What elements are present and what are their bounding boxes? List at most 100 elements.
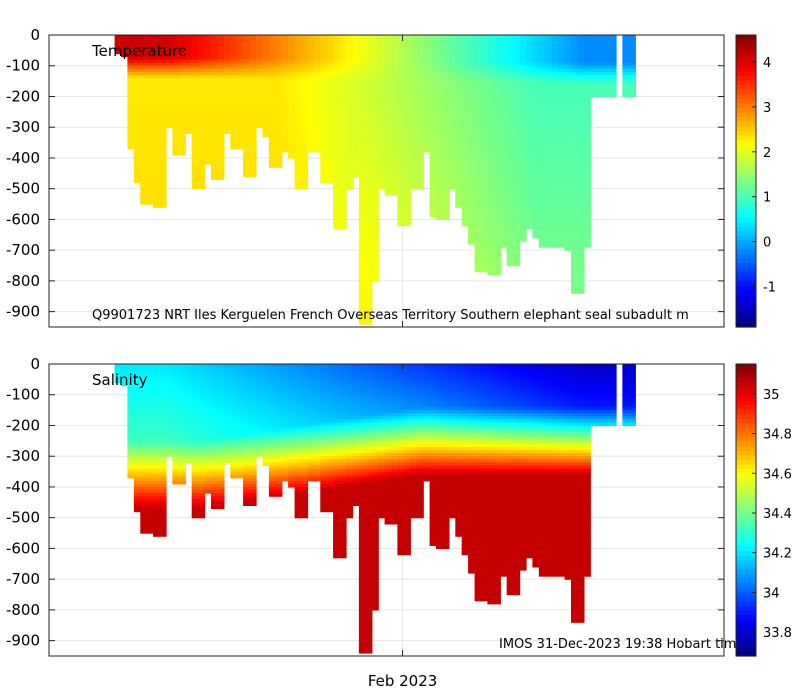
profile-cell xyxy=(603,50,617,55)
profile-cell xyxy=(333,204,347,208)
profile-cell xyxy=(603,35,617,39)
profile-cell xyxy=(410,173,424,177)
profile-cell xyxy=(191,108,206,113)
profile-cell xyxy=(571,284,585,288)
profile-cell xyxy=(333,219,347,224)
profile-cell xyxy=(410,179,424,184)
y-tick-label: 0 xyxy=(30,26,40,44)
colorbar-swatch xyxy=(736,199,756,205)
profile-cell xyxy=(243,164,257,168)
profile-cell xyxy=(294,514,309,519)
profile-cell xyxy=(294,167,309,171)
profile-cell xyxy=(622,41,636,45)
profile-cell xyxy=(268,486,283,491)
profile-cell xyxy=(211,450,225,454)
profile-cell xyxy=(571,280,585,285)
profile-cell xyxy=(365,201,379,205)
profile-cell xyxy=(577,121,591,125)
profile-cell xyxy=(577,133,591,138)
profile-cell xyxy=(622,84,636,88)
profile-cell xyxy=(140,490,154,494)
y-tick-label: -100 xyxy=(6,57,40,75)
profile-cell xyxy=(140,194,154,199)
profile-cell xyxy=(243,468,257,473)
profile-cell xyxy=(153,164,167,168)
profile-cell xyxy=(365,253,379,257)
profile-cell xyxy=(172,142,186,147)
y-tick-label: -900 xyxy=(6,303,40,321)
temperature-annotation: Q9901723 NRT Iles Kerguelen French Overs… xyxy=(92,308,689,323)
profile-cell xyxy=(436,197,450,202)
profile-cell xyxy=(159,443,174,448)
profile-cell xyxy=(622,44,636,48)
profile-cell xyxy=(191,468,206,473)
profile-cell xyxy=(153,185,167,190)
profile-cell xyxy=(622,62,636,67)
profile-cell xyxy=(294,176,309,181)
profile-cell xyxy=(140,176,154,181)
profile-cell xyxy=(211,496,225,500)
profile-cell xyxy=(365,197,379,202)
profile-cell xyxy=(191,182,206,187)
profile-cell xyxy=(410,151,424,156)
profile-cell xyxy=(249,111,264,116)
profile-cell xyxy=(538,222,553,227)
profile-cell xyxy=(519,219,534,224)
profile-cell xyxy=(538,216,553,220)
profile-cell xyxy=(153,459,167,463)
profile-cell xyxy=(333,197,347,202)
colorbar-swatch xyxy=(736,290,756,296)
profile-cell xyxy=(191,508,206,513)
profile-cell xyxy=(191,170,206,174)
profile-cell xyxy=(538,201,553,205)
profile-cell xyxy=(159,450,174,454)
profile-cell xyxy=(172,133,186,138)
profile-cell xyxy=(538,197,553,202)
profile-cell xyxy=(294,502,309,506)
profile-cell xyxy=(230,136,244,141)
profile-cell xyxy=(577,219,591,224)
profile-cell xyxy=(153,136,167,141)
profile-cell xyxy=(140,508,154,513)
profile-cell xyxy=(571,274,585,279)
profile-cell xyxy=(268,164,283,168)
profile-cell xyxy=(506,256,521,260)
profile-cell xyxy=(442,182,456,187)
profile-cell xyxy=(153,486,167,491)
profile-cell xyxy=(294,157,309,162)
profile-cell xyxy=(577,151,591,156)
profile-cell xyxy=(358,287,373,291)
profile-cell xyxy=(333,194,347,199)
colorbar-swatch xyxy=(736,231,756,237)
profile-cell xyxy=(538,213,553,217)
profile-cell xyxy=(577,154,591,159)
profile-cell xyxy=(153,499,167,503)
profile-cell xyxy=(571,265,585,270)
y-tick-label: -800 xyxy=(6,272,40,290)
profile-cell xyxy=(191,499,206,503)
profile-cell xyxy=(140,167,154,171)
profile-cell xyxy=(577,127,591,131)
profile-cell xyxy=(211,176,225,181)
profile-cell xyxy=(294,148,309,153)
profile-cell xyxy=(577,188,591,193)
profile-cell xyxy=(622,35,636,39)
profile-cell xyxy=(603,93,617,98)
profile-cell xyxy=(159,437,174,442)
profile-cell xyxy=(243,139,257,144)
profile-cell xyxy=(211,133,225,138)
profile-cell xyxy=(159,447,174,451)
profile-cell xyxy=(191,496,206,500)
profile-cell xyxy=(603,59,617,64)
profile-cell xyxy=(577,182,591,187)
profile-cell xyxy=(410,164,424,168)
profile-cell xyxy=(365,179,379,184)
profile-cell xyxy=(493,231,508,236)
profile-cell xyxy=(603,81,617,85)
profile-cell xyxy=(416,136,431,141)
profile-cell xyxy=(243,133,257,138)
profile-cell xyxy=(384,191,399,196)
profile-cell xyxy=(474,265,489,270)
profile-cell xyxy=(191,179,206,184)
profile-cell xyxy=(603,38,617,42)
